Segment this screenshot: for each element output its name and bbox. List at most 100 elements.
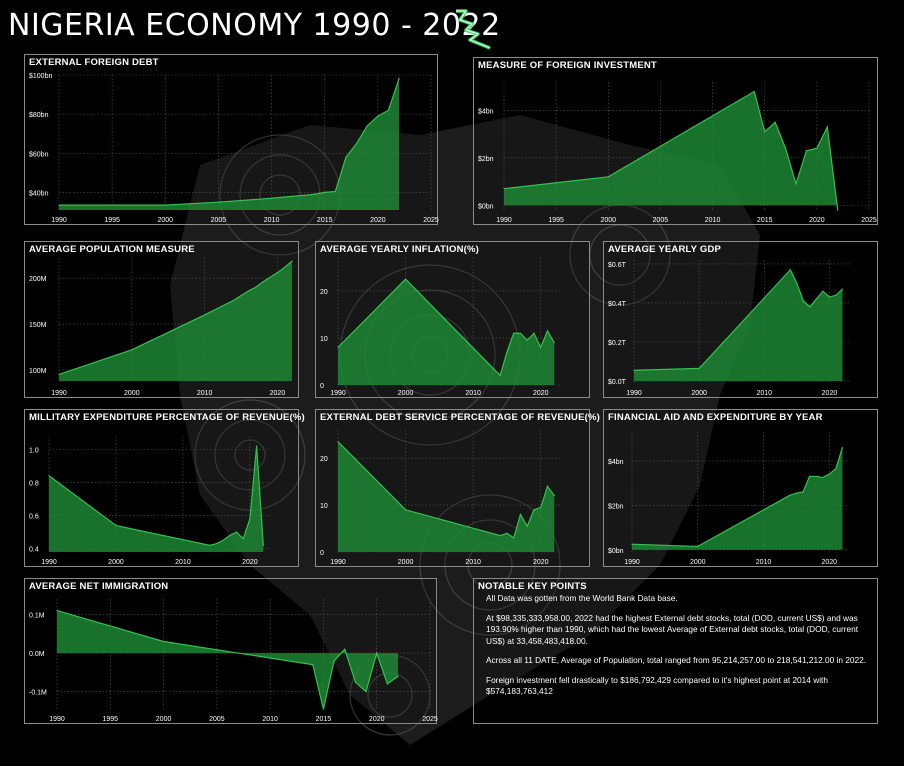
data-point xyxy=(499,534,501,537)
x-tick-label: 2005 xyxy=(209,716,225,723)
y-tick-label: 200M xyxy=(29,276,47,283)
area-series xyxy=(59,261,292,381)
data-point xyxy=(333,660,335,662)
y-tick-label: 0.1M xyxy=(29,612,45,619)
data-point xyxy=(815,475,817,478)
area-series xyxy=(49,445,264,552)
data-point xyxy=(503,188,505,190)
x-tick-label: 1990 xyxy=(624,559,640,566)
data-point xyxy=(698,367,700,369)
data-point xyxy=(546,330,549,332)
x-tick-label: 2020 xyxy=(809,217,825,224)
data-point xyxy=(376,652,378,654)
data-point xyxy=(774,121,776,123)
data-point xyxy=(519,332,522,334)
panel-net-immigration: AVERAGE NET IMMIGRATION -0.1M 0.0M 0.1M 199… xyxy=(24,578,438,724)
data-point xyxy=(506,532,508,534)
y-tick-label: $0.0T xyxy=(608,379,627,386)
y-tick-label: $0.6T xyxy=(608,262,627,269)
data-point xyxy=(164,204,166,206)
x-tick-label: 2010 xyxy=(465,390,481,397)
data-point xyxy=(540,506,542,509)
data-point xyxy=(789,269,791,271)
data-point xyxy=(48,475,50,477)
key-point: Foreign investment fell drastically to $… xyxy=(486,674,828,697)
data-point xyxy=(334,190,336,193)
x-tick-label: 2000 xyxy=(108,559,124,566)
data-point xyxy=(631,543,633,545)
data-point xyxy=(784,147,787,149)
x-tick-label: 2020 xyxy=(821,559,837,566)
data-point xyxy=(397,675,399,677)
x-tick-label: 2010 xyxy=(264,217,280,224)
panel-title: FINANCIAL AID AND EXPENDITURE BY YEAR xyxy=(608,412,823,423)
y-tick-label: $40bn xyxy=(29,190,49,197)
data-point xyxy=(356,142,358,145)
y-tick-label: $4bn xyxy=(478,108,494,115)
data-point xyxy=(269,276,271,278)
data-point xyxy=(337,346,339,348)
x-tick-label: 2015 xyxy=(757,217,773,224)
data-point xyxy=(249,518,251,520)
x-tick-label: 2020 xyxy=(370,217,386,224)
x-tick-label: 2000 xyxy=(600,217,616,224)
y-tick-label: 150M xyxy=(29,322,47,329)
data-point xyxy=(753,90,755,93)
data-point xyxy=(513,537,515,539)
y-tick-label: $2bn xyxy=(478,156,494,163)
y-tick-label: $100bn xyxy=(29,73,52,80)
nigeria-map-background xyxy=(170,115,760,745)
y-tick-label: $60bn xyxy=(29,151,49,158)
x-tick-label: 2020 xyxy=(822,390,838,397)
panel-title: AVERAGE YEARLY INFLATION(%) xyxy=(320,244,480,255)
data-point xyxy=(540,346,542,348)
data-point xyxy=(802,300,804,302)
panel-foreign-investment: MEASURE OF FOREIGN INVESTMENT $0bn $2bn $4… xyxy=(473,57,878,225)
y-tick-label: 0.8 xyxy=(29,480,39,487)
net-immigration-chart: -0.1M 0.0M 0.1M 1990 1995 2000 2005 2010 2015 202… xyxy=(29,599,438,723)
data-point xyxy=(217,201,220,203)
data-point xyxy=(229,534,231,537)
panel-key-points: NOTABLE KEY POINTS All Data was gotten f… xyxy=(473,578,878,724)
panel-title: MILLITARY EXPENDITURE PERCENTAGE OF REVE… xyxy=(29,412,305,423)
data-point xyxy=(533,332,535,334)
x-tick-label: 2020 xyxy=(533,559,549,566)
data-point xyxy=(404,278,407,280)
y-tick-label: 10 xyxy=(320,503,328,510)
data-point xyxy=(404,509,407,511)
data-point xyxy=(816,147,818,149)
data-point xyxy=(513,332,515,334)
x-tick-label: 1990 xyxy=(41,559,57,566)
financial-aid-chart: $0bn $2bn $4bn 1990 2000 2010 2020 xyxy=(608,432,849,566)
panel-financial-aid: FINANCIAL AID AND EXPENDITURE BY YEAR $0… xyxy=(603,409,878,567)
x-tick-label: 2020 xyxy=(533,390,549,397)
data-point xyxy=(546,485,549,487)
series-line xyxy=(58,260,293,375)
x-tick-label: 2010 xyxy=(197,390,213,397)
key-point: Across all 11 DATE, Average of Populatio… xyxy=(486,655,867,665)
x-tick-label: 2005 xyxy=(653,217,669,224)
panel-title: EXTERNAL FOREIGN DEBT xyxy=(29,57,159,68)
panel-title: AVERAGE NET IMMIGRATION xyxy=(29,581,169,592)
x-tick-label: 2010 xyxy=(705,217,721,224)
x-tick-label: 2015 xyxy=(317,217,333,224)
data-point xyxy=(115,524,117,527)
data-point xyxy=(56,609,58,612)
panel-inflation: AVERAGE YEARLY INFLATION(%) 0 10 20 1990 200… xyxy=(315,241,590,398)
y-tick-label: 0.0M xyxy=(29,651,45,658)
data-point xyxy=(284,266,286,268)
data-point xyxy=(796,282,798,285)
data-point xyxy=(386,683,388,685)
series-line xyxy=(56,610,399,710)
data-point xyxy=(835,468,837,470)
x-tick-label: 1990 xyxy=(51,390,67,397)
data-point xyxy=(841,446,844,449)
data-point xyxy=(553,495,555,497)
area-series xyxy=(634,269,843,382)
x-tick-label: 1990 xyxy=(330,390,346,397)
data-point xyxy=(222,539,224,541)
data-point xyxy=(398,77,400,79)
data-point xyxy=(345,156,347,158)
data-point xyxy=(242,538,244,540)
panel-title: EXTERNAL DEBT SERVICE PERCENTAGE OF REVE… xyxy=(320,412,600,423)
